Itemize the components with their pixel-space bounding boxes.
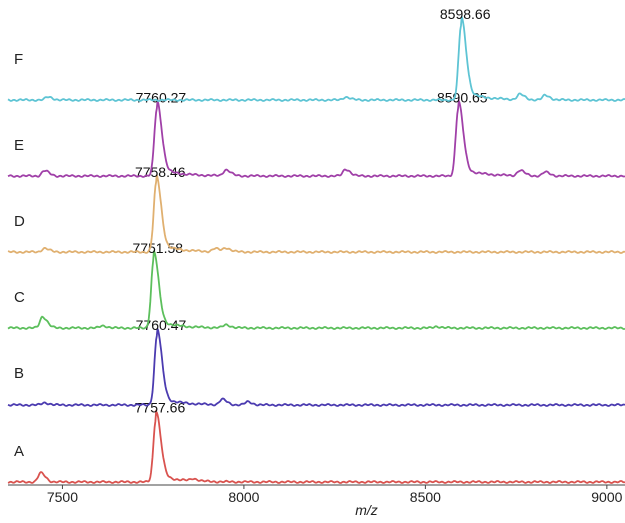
peak-label: 7757.66 [135, 399, 186, 415]
x-axis-title: m/z [355, 502, 378, 518]
trace-label-B: B [14, 365, 24, 382]
trace-E: E 7760.27 8590.65 [7, 90, 625, 178]
trace-label-D: D [14, 213, 25, 230]
x-tick-label: 9000 [591, 489, 622, 505]
trace-line-F [7, 16, 625, 102]
x-axis-ticks: 7500 8000 8500 9000 [47, 485, 623, 505]
x-tick-label: 8000 [228, 489, 259, 505]
peak-label: 8590.65 [437, 90, 488, 106]
x-tick-label: 8500 [410, 489, 441, 505]
peak-label: 8598.66 [440, 6, 491, 22]
trace-line-E [7, 97, 625, 178]
trace-label-C: C [14, 289, 25, 306]
trace-A: A 7757.66 [7, 399, 625, 484]
peak-label: 7760.27 [136, 90, 187, 106]
trace-line-A [7, 409, 625, 484]
trace-label-E: E [14, 137, 24, 154]
x-tick-label: 7500 [47, 489, 78, 505]
trace-line-D [7, 174, 625, 254]
trace-F: F 8598.66 [7, 6, 625, 102]
trace-label-A: A [14, 443, 24, 460]
trace-line-B [7, 328, 625, 407]
spectra-traces: A7757.66B7760.47C7751.58D7758.46E7760.27… [7, 6, 625, 484]
trace-line-C [7, 250, 625, 330]
trace-label-F: F [14, 51, 23, 68]
x-axis: 7500 8000 8500 9000 m/z [8, 484, 625, 518]
